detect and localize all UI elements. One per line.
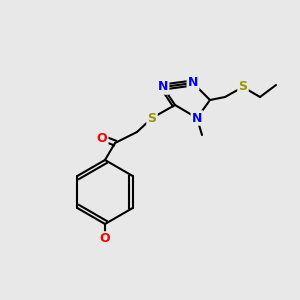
Text: N: N bbox=[158, 80, 168, 94]
Text: S: S bbox=[238, 80, 247, 94]
Text: O: O bbox=[100, 232, 110, 245]
Text: N: N bbox=[192, 112, 202, 124]
Text: N: N bbox=[188, 76, 198, 89]
Text: S: S bbox=[148, 112, 157, 124]
Text: O: O bbox=[97, 131, 107, 145]
